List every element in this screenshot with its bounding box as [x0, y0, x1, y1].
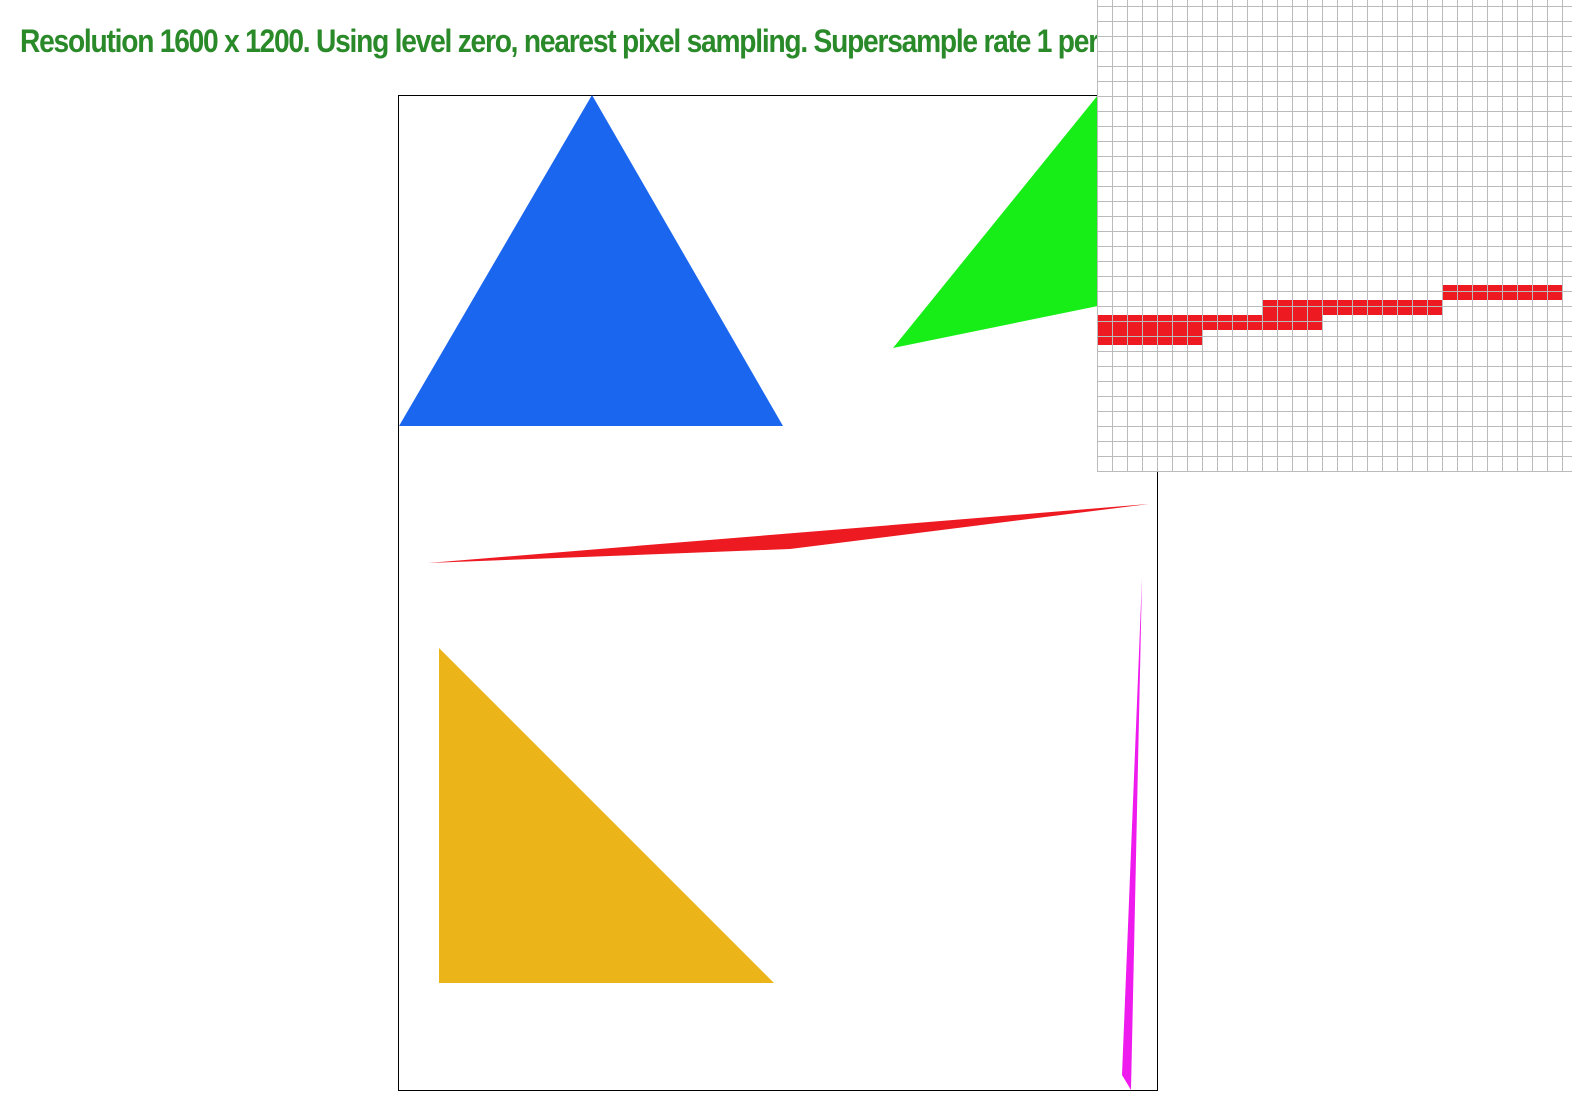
magenta-sliver-triangle: [1122, 578, 1142, 1090]
zoom-pixel: [1277, 315, 1292, 330]
yellow-triangle: [439, 648, 774, 983]
zoom-pixel: [1142, 315, 1157, 330]
zoom-pixel: [1517, 285, 1532, 300]
blue-triangle: [399, 95, 783, 426]
zoom-pixel: [1427, 300, 1442, 315]
zoom-pixel: [1232, 315, 1247, 330]
zoom-pixel: [1292, 315, 1307, 330]
zoom-pixel: [1487, 285, 1502, 300]
zoom-pixel: [1307, 300, 1322, 315]
zoom-pixel: [1202, 315, 1217, 330]
zoom-pixel: [1292, 300, 1307, 315]
zoom-pixel: [1097, 330, 1112, 345]
zoom-pixel: [1457, 285, 1472, 300]
zoom-pixel: [1187, 330, 1202, 345]
zoom-pixel: [1547, 285, 1562, 300]
zoom-pixel: [1142, 330, 1157, 345]
zoom-pixel: [1217, 315, 1232, 330]
zoom-pixel: [1442, 285, 1457, 300]
zoom-pixel: [1382, 300, 1397, 315]
zoom-pixel: [1397, 300, 1412, 315]
zoom-pixel: [1097, 315, 1112, 330]
green-triangle: [893, 95, 1098, 348]
zoom-pixel: [1157, 315, 1172, 330]
zoom-pixel: [1172, 330, 1187, 345]
zoom-pixel: [1112, 315, 1127, 330]
zoom-pixel: [1127, 315, 1142, 330]
zoom-pixel: [1472, 285, 1487, 300]
zoom-pixel: [1322, 300, 1337, 315]
zoom-pixel: [1157, 330, 1172, 345]
zoom-pixel: [1307, 315, 1322, 330]
zoom-pixel: [1367, 300, 1382, 315]
zoom-pixel: [1337, 300, 1352, 315]
zoom-pixel: [1352, 300, 1367, 315]
zoom-pixel: [1412, 300, 1427, 315]
zoom-pixel: [1532, 285, 1547, 300]
zoom-pixel: [1187, 315, 1202, 330]
pixel-inspector-zoom: [1097, 0, 1572, 472]
status-text: Resolution 1600 x 1200. Using level zero…: [20, 23, 1170, 59]
zoom-grid: [1097, 0, 1572, 472]
zoom-pixel: [1247, 315, 1262, 330]
zoom-pixel: [1502, 285, 1517, 300]
zoom-pixel: [1262, 300, 1277, 315]
zoom-pixel: [1172, 315, 1187, 330]
zoom-pixel: [1277, 300, 1292, 315]
zoom-pixel-layer: [1097, 285, 1562, 345]
red-sliver-triangle: [428, 504, 1149, 563]
zoom-grid-lines: [1097, 0, 1572, 472]
zoom-pixel: [1262, 315, 1277, 330]
zoom-pixel: [1127, 330, 1142, 345]
zoom-pixel: [1112, 330, 1127, 345]
